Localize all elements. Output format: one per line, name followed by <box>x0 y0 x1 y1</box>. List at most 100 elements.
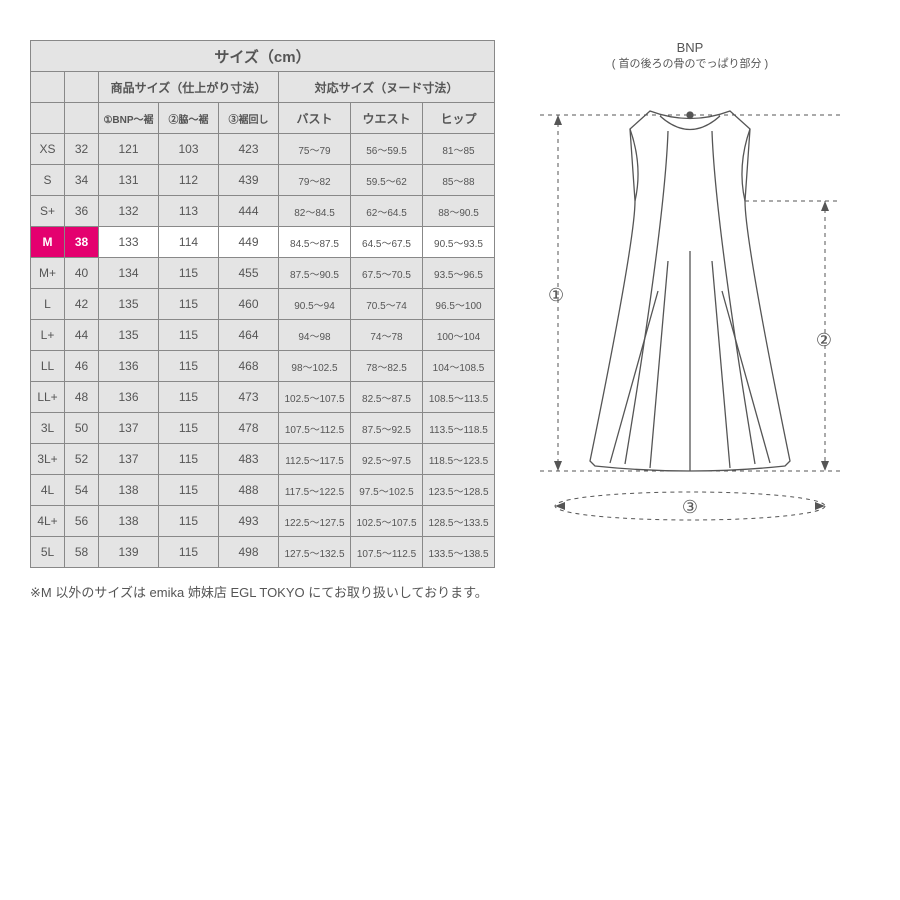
cell-num: 46 <box>65 351 99 382</box>
table-group-row: 商品サイズ（仕上がり寸法） 対応サイズ（ヌード寸法） <box>31 72 495 103</box>
cell-b2: 87.5～92.5 <box>351 413 423 444</box>
header-b1: バスト <box>279 103 351 134</box>
cell-m2: 115 <box>159 413 219 444</box>
cell-b2: 59.5～62 <box>351 165 423 196</box>
cell-m2: 115 <box>159 289 219 320</box>
cell-m3: 464 <box>219 320 279 351</box>
cell-m2: 115 <box>159 382 219 413</box>
cell-m3: 439 <box>219 165 279 196</box>
cell-size: LL+ <box>31 382 65 413</box>
cell-b1: 94～98 <box>279 320 351 351</box>
size-table-wrap: サイズ（cm） 商品サイズ（仕上がり寸法） 対応サイズ（ヌード寸法） ①BNP～… <box>30 40 495 568</box>
cell-m1: 121 <box>99 134 159 165</box>
cell-m2: 115 <box>159 506 219 537</box>
cell-m2: 115 <box>159 475 219 506</box>
size-table: サイズ（cm） 商品サイズ（仕上がり寸法） 対応サイズ（ヌード寸法） ①BNP～… <box>30 40 495 568</box>
cell-m2: 115 <box>159 320 219 351</box>
cell-b3: 118.5～123.5 <box>423 444 495 475</box>
cell-b1: 84.5～87.5 <box>279 227 351 258</box>
cell-b3: 100～104 <box>423 320 495 351</box>
header-m1: ①BNP～裾 <box>99 103 159 134</box>
cell-b3: 93.5～96.5 <box>423 258 495 289</box>
header-m2: ②脇～裾 <box>159 103 219 134</box>
cell-num: 58 <box>65 537 99 568</box>
cell-m1: 131 <box>99 165 159 196</box>
cell-b3: 96.5～100 <box>423 289 495 320</box>
cell-b1: 90.5～94 <box>279 289 351 320</box>
cell-b1: 112.5～117.5 <box>279 444 351 475</box>
table-row: M3813311444984.5～87.564.5～67.590.5～93.5 <box>31 227 495 258</box>
cell-m3: 483 <box>219 444 279 475</box>
cell-size: L+ <box>31 320 65 351</box>
cell-num: 40 <box>65 258 99 289</box>
cell-m3: 460 <box>219 289 279 320</box>
cell-b3: 128.5～133.5 <box>423 506 495 537</box>
cell-num: 36 <box>65 196 99 227</box>
table-row: XS3212110342375～7956～59.581～85 <box>31 134 495 165</box>
cell-m2: 113 <box>159 196 219 227</box>
cell-m1: 138 <box>99 506 159 537</box>
cell-size: 4L+ <box>31 506 65 537</box>
group-product: 商品サイズ（仕上がり寸法） <box>99 72 279 103</box>
cell-b2: 78～82.5 <box>351 351 423 382</box>
cell-m2: 115 <box>159 537 219 568</box>
cell-b3: 85～88 <box>423 165 495 196</box>
table-row: 4L54138115488117.5～122.597.5～102.5123.5～… <box>31 475 495 506</box>
table-row: LL4613611546898～102.578～82.5104～108.5 <box>31 351 495 382</box>
cell-m1: 136 <box>99 351 159 382</box>
group-body: 対応サイズ（ヌード寸法） <box>279 72 495 103</box>
table-title-row: サイズ（cm） <box>31 41 495 72</box>
cell-b3: 108.5～113.5 <box>423 382 495 413</box>
cell-m2: 114 <box>159 227 219 258</box>
cell-size: 3L <box>31 413 65 444</box>
cell-num: 42 <box>65 289 99 320</box>
bnp-sub: ( 首の後ろの骨のでっぱり部分 ) <box>510 57 870 71</box>
cell-num: 44 <box>65 320 99 351</box>
table-row: LL+48136115473102.5～107.582.5～87.5108.5～… <box>31 382 495 413</box>
cell-num: 52 <box>65 444 99 475</box>
cell-m1: 137 <box>99 444 159 475</box>
cell-b3: 123.5～128.5 <box>423 475 495 506</box>
cell-b3: 81～85 <box>423 134 495 165</box>
cell-b1: 98～102.5 <box>279 351 351 382</box>
cell-num: 34 <box>65 165 99 196</box>
cell-m3: 444 <box>219 196 279 227</box>
cell-size: S+ <box>31 196 65 227</box>
diagram-label-1: ① <box>548 285 564 305</box>
cell-b3: 104～108.5 <box>423 351 495 382</box>
cell-num: 54 <box>65 475 99 506</box>
cell-m3: 455 <box>219 258 279 289</box>
cell-m2: 115 <box>159 258 219 289</box>
cell-m1: 136 <box>99 382 159 413</box>
table-row: 3L+52137115483112.5～117.592.5～97.5118.5～… <box>31 444 495 475</box>
cell-m1: 135 <box>99 289 159 320</box>
cell-m1: 134 <box>99 258 159 289</box>
bnp-label: BNP ( 首の後ろの骨のでっぱり部分 ) <box>510 40 870 71</box>
cell-m2: 103 <box>159 134 219 165</box>
cell-b3: 133.5～138.5 <box>423 537 495 568</box>
cell-num: 38 <box>65 227 99 258</box>
table-row: L+4413511546494～9874～78100～104 <box>31 320 495 351</box>
table-header-row: ①BNP～裾 ②脇～裾 ③裾回し バスト ウエスト ヒップ <box>31 103 495 134</box>
cell-b2: 67.5～70.5 <box>351 258 423 289</box>
table-row: M+4013411545587.5～90.567.5～70.593.5～96.5 <box>31 258 495 289</box>
blank-1 <box>31 72 65 103</box>
cell-m3: 449 <box>219 227 279 258</box>
bnp-title: BNP <box>510 40 870 57</box>
cell-m1: 137 <box>99 413 159 444</box>
cell-b1: 102.5～107.5 <box>279 382 351 413</box>
cell-m3: 488 <box>219 475 279 506</box>
cell-m3: 493 <box>219 506 279 537</box>
cell-b2: 107.5～112.5 <box>351 537 423 568</box>
table-row: S+3613211344482～84.562～64.588～90.5 <box>31 196 495 227</box>
cell-size: L <box>31 289 65 320</box>
cell-m1: 139 <box>99 537 159 568</box>
cell-size: M+ <box>31 258 65 289</box>
cell-num: 32 <box>65 134 99 165</box>
cell-size: XS <box>31 134 65 165</box>
table-row: L4213511546090.5～9470.5～7496.5～100 <box>31 289 495 320</box>
table-row: 4L+56138115493122.5～127.5102.5～107.5128.… <box>31 506 495 537</box>
header-b2: ウエスト <box>351 103 423 134</box>
cell-num: 48 <box>65 382 99 413</box>
footnote: ※M 以外のサイズは emika 姉妹店 EGL TOKYO にてお取り扱いして… <box>30 582 870 601</box>
